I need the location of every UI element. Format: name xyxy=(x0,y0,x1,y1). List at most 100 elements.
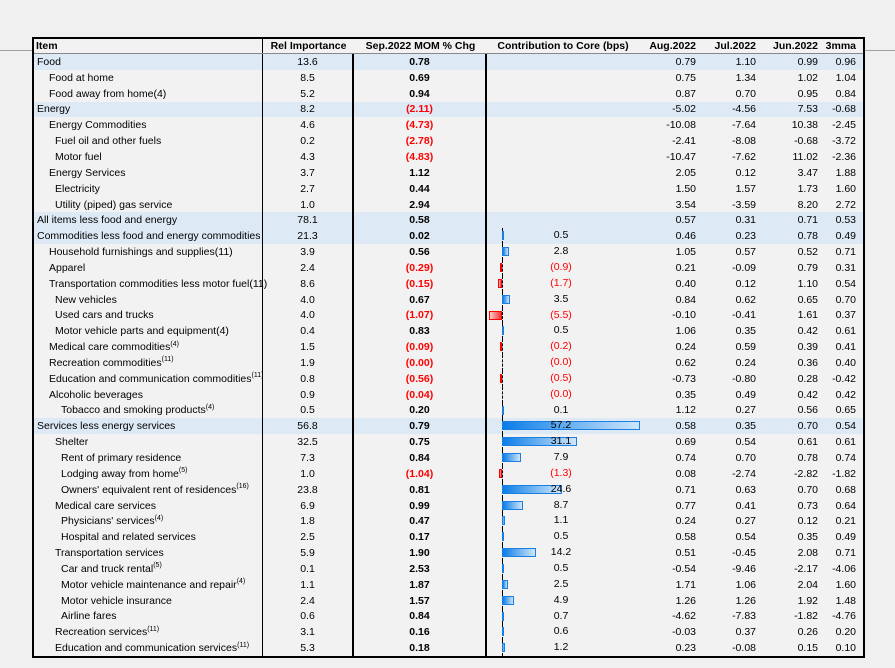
table-row[interactable]: Energy 8.2 (2.11) -5.02 -4.56 7.53 -0.68 xyxy=(34,101,863,118)
jun-value-text: -2.17 xyxy=(794,562,818,575)
table-row[interactable]: Transportation services 5.9 1.90 14.2 0.51 -0… xyxy=(34,545,863,561)
table-row[interactable]: Education and communication commodities(… xyxy=(34,370,863,387)
item-label: Motor vehicle insurance xyxy=(34,592,263,609)
aug-value: 0.79 xyxy=(639,54,698,70)
jun-value-text: 0.52 xyxy=(797,246,818,259)
rel-importance-text: 8.2 xyxy=(300,103,315,116)
three-mma-value: -2.36 xyxy=(820,149,858,165)
header-aug[interactable]: Aug.2022 xyxy=(649,40,696,52)
table-row[interactable]: Motor vehicle parts and equipment(4) 0.4 0… xyxy=(34,323,863,340)
jun-value-text: 1.02 xyxy=(797,71,818,84)
jun-value-text: 3.47 xyxy=(797,166,818,179)
item-label-text: Motor vehicle maintenance and repair xyxy=(61,578,237,591)
item-label: Services less energy services xyxy=(34,418,263,435)
aug-value-text: -0.54 xyxy=(672,562,696,575)
rel-importance-text: 0.5 xyxy=(300,404,315,417)
item-label: Recreation commodities (11) xyxy=(34,355,263,371)
contribution-bar xyxy=(502,421,641,431)
aug-value: -0.10 xyxy=(639,308,698,324)
table-row[interactable]: Food away from home(4) 5.2 0.94 0.87 0.70 0.9… xyxy=(34,85,863,102)
three-mma-value: 0.10 xyxy=(820,640,858,656)
item-label-text: Lodging away from home xyxy=(61,467,179,480)
table-row[interactable]: Services less energy services 56.8 0.79 57.… xyxy=(34,418,863,435)
header-3mma[interactable]: 3mma xyxy=(825,40,856,52)
table-row[interactable]: Medical care commodities (4) 1.5 (0.09) (0.2… xyxy=(34,339,863,356)
contribution-cell xyxy=(487,212,639,228)
table-row[interactable]: Shelter 32.5 0.75 31.1 0.69 0.54 0.61 0.61 xyxy=(34,434,863,451)
three-mma-value: 1.04 xyxy=(820,70,858,86)
contribution-cell: (0.0) xyxy=(487,355,639,371)
header-mom-change[interactable]: Sep.2022 MOM % Chg xyxy=(365,40,476,52)
jun-value: 0.35 xyxy=(758,529,820,545)
table-row[interactable]: Education and communication services (11)… xyxy=(34,640,863,657)
rel-importance: 0.8 xyxy=(263,370,354,387)
table-row[interactable]: Medical care services 6.9 0.99 8.7 0.77 0.41 0… xyxy=(34,497,863,514)
three-mma-value: -1.82 xyxy=(820,466,858,482)
table-row[interactable]: Motor fuel 4.3 (4.83) -10.47 -7.62 11.02 -2.36 xyxy=(34,149,863,165)
header-contribution[interactable]: Contribution to Core (bps) xyxy=(497,40,629,52)
mom-change-text: 0.18 xyxy=(409,642,430,655)
jul-value-text: 0.12 xyxy=(735,277,756,290)
table-row[interactable]: Motor vehicle maintenance and repair (4) 1… xyxy=(34,576,863,593)
table-row[interactable]: Rent of primary residence 7.3 0.84 7.9 0.74 0… xyxy=(34,450,863,466)
jul-value-text: 0.70 xyxy=(735,87,756,100)
jun-value: 0.56 xyxy=(758,403,820,419)
mom-change-text: 0.94 xyxy=(409,87,430,100)
table-row[interactable]: Car and truck rental (5) 0.1 2.53 0.5 -0.54 -9… xyxy=(34,561,863,577)
header-jun[interactable]: Jun.2022 xyxy=(773,40,818,52)
rel-importance-text: 0.4 xyxy=(300,325,315,338)
jul-value-text: 0.31 xyxy=(735,214,756,227)
table-row[interactable]: Physicians' services (4) 1.8 0.47 1.1 0.24 0.2… xyxy=(34,513,863,530)
mom-change: (4.73) xyxy=(354,117,487,134)
jul-value-text: -2.74 xyxy=(732,467,756,480)
mom-change-text: 2.53 xyxy=(409,562,430,575)
jul-value: 0.57 xyxy=(698,244,758,260)
table-row[interactable]: Energy Commodities 4.6 (4.73) -10.08 -7.64 10… xyxy=(34,117,863,134)
table-row[interactable]: Transportation commodities less motor fu… xyxy=(34,275,863,292)
table-row[interactable]: Used cars and trucks 4.0 (1.07) (5.5) -0.10 -… xyxy=(34,307,863,324)
table-row[interactable]: Electricity 2.7 0.44 1.50 1.57 1.73 1.60 xyxy=(34,180,863,197)
item-label: Commodities less food and energy commodi… xyxy=(34,228,263,245)
table-row[interactable]: Apparel 2.4 (0.29) (0.9) 0.21 -0.09 0.79 0.31 xyxy=(34,259,863,276)
jun-value: 0.39 xyxy=(758,339,820,355)
table-row[interactable]: Utility (piped) gas service 1.0 2.94 3.54 -3… xyxy=(34,196,863,213)
three-mma-value-text: -2.45 xyxy=(832,119,856,132)
table-row[interactable]: Fuel oil and other fuels 0.2 (2.78) -2.41 -8… xyxy=(34,133,863,150)
table-row[interactable]: Hospital and related services 2.5 0.17 0.5 0… xyxy=(34,529,863,546)
jul-value: 0.41 xyxy=(698,498,758,514)
table-row[interactable]: Energy Services 3.7 1.12 2.05 0.12 3.47 1.88 xyxy=(34,164,863,181)
table-row[interactable]: Alcoholic beverages 0.9 (0.04) (0.0) 0.35 0.4… xyxy=(34,386,863,403)
header-item[interactable]: Item xyxy=(34,39,263,53)
zero-line xyxy=(502,339,503,356)
table-row[interactable]: All items less food and energy 78.1 0.58 0.… xyxy=(34,212,863,229)
header-rel-importance[interactable]: Rel Importance xyxy=(270,40,347,52)
table-row[interactable]: Recreation commodities (11) 1.9 (0.00) (0.0)… xyxy=(34,355,863,371)
table-row[interactable]: Tobacco and smoking products (4) 0.5 0.20 0.… xyxy=(34,402,863,419)
table-row[interactable]: Lodging away from home (5) 1.0 (1.04) (1.3) 0… xyxy=(34,465,863,482)
table-row[interactable]: Food 13.6 0.78 0.79 1.10 0.99 0.96 xyxy=(34,54,863,70)
table-row[interactable]: Household furnishings and supplies(11) 3.… xyxy=(34,244,863,260)
aug-value: -5.02 xyxy=(639,102,698,118)
table-row[interactable]: Owners' equivalent rent of residences (16… xyxy=(34,481,863,498)
jul-value: 0.37 xyxy=(698,624,758,640)
contribution-value: 8.7 xyxy=(553,498,569,511)
table-row[interactable]: Recreation services (11) 3.1 0.16 0.6 -0.03 0.… xyxy=(34,624,863,641)
contribution-value: (0.2) xyxy=(550,340,572,353)
table-row[interactable]: Commodities less food and energy commodi… xyxy=(34,228,863,245)
aug-value: -0.54 xyxy=(639,561,698,577)
table-row[interactable]: Airline fares 0.6 0.84 0.7 -4.62 -7.83 -1.82 -4… xyxy=(34,608,863,625)
jun-value: 0.73 xyxy=(758,498,820,514)
table-row[interactable]: New vehicles 4.0 0.67 3.5 0.84 0.62 0.65 0.70 xyxy=(34,291,863,308)
table-row[interactable]: Motor vehicle insurance 2.4 1.57 4.9 1.26 1.2… xyxy=(34,592,863,609)
three-mma-value-text: -4.06 xyxy=(832,562,856,575)
item-label-text: Car and truck rental xyxy=(61,562,154,575)
contribution-cell xyxy=(487,133,639,149)
mom-change-text: 0.99 xyxy=(409,499,430,512)
jul-value: -9.46 xyxy=(698,561,758,577)
jun-value: 0.52 xyxy=(758,244,820,260)
jul-value: -7.62 xyxy=(698,149,758,165)
header-jul[interactable]: Jul.2022 xyxy=(714,40,756,52)
rel-importance-text: 4.0 xyxy=(300,309,315,322)
aug-value-text: 1.26 xyxy=(675,594,696,607)
table-row[interactable]: Food at home 8.5 0.69 0.75 1.34 1.02 1.04 xyxy=(34,69,863,86)
